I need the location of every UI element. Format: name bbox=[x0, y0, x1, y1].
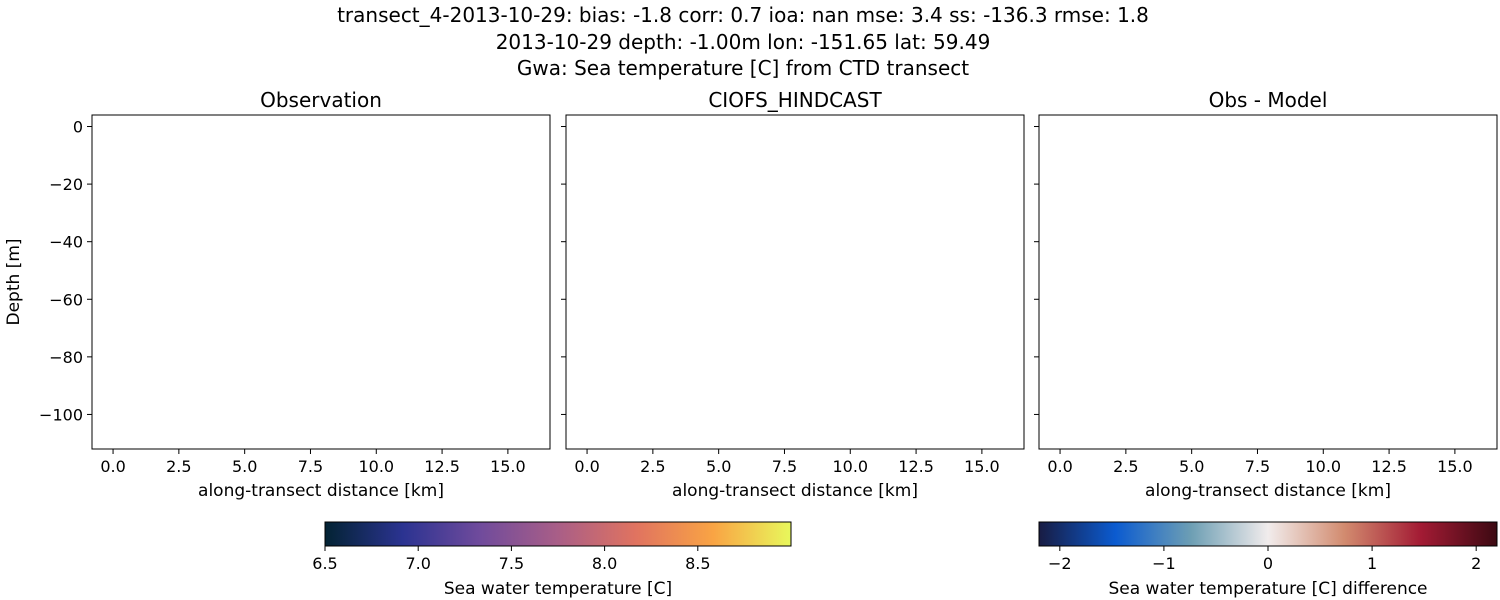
colorbar-gradient bbox=[325, 522, 791, 546]
x-tick-label: 5.0 bbox=[706, 457, 731, 476]
colorbar-label: Sea water temperature [C] difference bbox=[1108, 579, 1427, 599]
y-tick-label: −100 bbox=[39, 405, 83, 424]
colorbar-tick-label: 7.0 bbox=[405, 554, 430, 573]
x-tick-label: 7.5 bbox=[772, 457, 797, 476]
x-tick-label: 0.0 bbox=[1047, 457, 1072, 476]
y-axis-label: Depth [m] bbox=[4, 238, 24, 325]
x-tick-label: 2.5 bbox=[1113, 457, 1138, 476]
x-tick-label: 15.0 bbox=[490, 457, 526, 476]
x-tick-label: 0.0 bbox=[574, 457, 599, 476]
x-tick-label: 5.0 bbox=[232, 457, 257, 476]
panel-title: Obs - Model bbox=[1209, 88, 1328, 112]
colorbar-tick-label: 1 bbox=[1367, 554, 1377, 573]
axes-frame bbox=[565, 114, 1025, 450]
colorbar-gradient bbox=[1039, 522, 1497, 546]
colorbar-tick-label: 7.5 bbox=[499, 554, 524, 573]
x-axis-label: along-transect distance [km] bbox=[198, 481, 444, 501]
colorbar-tick-label: 2 bbox=[1471, 554, 1481, 573]
colorbar-tick-label: −1 bbox=[1152, 554, 1176, 573]
y-tick-label: −80 bbox=[49, 348, 83, 367]
x-tick-label: 10.0 bbox=[832, 457, 868, 476]
colorbar-tick-label: 0 bbox=[1263, 554, 1273, 573]
x-tick-label: 15.0 bbox=[1437, 457, 1473, 476]
figure-title-line-3: Gwa: Sea temperature [C] from CTD transe… bbox=[517, 56, 969, 80]
temperature-colorbar: 6.5 7.0 7.5 8.0 8.5 Sea water temperature [C] bbox=[312, 521, 792, 599]
x-tick-label: 12.5 bbox=[898, 457, 934, 476]
model-panel: 0.0 2.5 5.0 7.5 10.0 12.5 15.0 CIOFS_HINDCASTal… bbox=[561, 88, 1025, 501]
figure-title-line-1: transect_4-2013-10-29: bias: -1.8 corr: … bbox=[337, 3, 1149, 27]
colorbar-tick-label: 8.0 bbox=[592, 554, 617, 573]
cast-group bbox=[582, 127, 1008, 435]
x-tick-label: 12.5 bbox=[424, 457, 460, 476]
figure-title-line-2: 2013-10-29 depth: -1.00m lon: -151.65 la… bbox=[496, 30, 991, 54]
y-tick-label: −20 bbox=[49, 175, 83, 194]
axes-frame bbox=[1038, 114, 1498, 450]
x-tick-label: 0.0 bbox=[100, 457, 125, 476]
colorbar-tick-label: −2 bbox=[1048, 554, 1072, 573]
axes-frame bbox=[91, 114, 551, 450]
x-tick-label: 7.5 bbox=[1245, 457, 1270, 476]
x-tick-label: 10.0 bbox=[1305, 457, 1341, 476]
difference-colorbar: −2 −1 0 1 2 Sea water temperature [C] differe… bbox=[1038, 521, 1498, 599]
colorbar-label: Sea water temperature [C] bbox=[444, 579, 672, 599]
observation-panel: 0.0 2.5 5.0 7.5 10.0 12.5 15.0 0 −20 −40 −60 −80 −10… bbox=[4, 88, 551, 501]
x-tick-label: 10.0 bbox=[358, 457, 394, 476]
x-axis-label: along-transect distance [km] bbox=[1145, 481, 1391, 501]
x-axis-label: along-transect distance [km] bbox=[672, 481, 918, 501]
colorbar-tick-label: 8.5 bbox=[685, 554, 710, 573]
panel-title: CIOFS_HINDCAST bbox=[708, 88, 882, 112]
cast-group bbox=[1055, 117, 1481, 449]
y-tick-label: −60 bbox=[49, 290, 83, 309]
cast-group bbox=[108, 124, 534, 438]
y-tick-label: 0 bbox=[73, 118, 83, 137]
panel-title: Observation bbox=[260, 88, 382, 112]
colorbar-tick-label: 6.5 bbox=[312, 554, 337, 573]
x-tick-label: 15.0 bbox=[964, 457, 1000, 476]
x-tick-label: 2.5 bbox=[166, 457, 191, 476]
x-tick-label: 2.5 bbox=[640, 457, 665, 476]
y-tick-label: −40 bbox=[49, 233, 83, 252]
difference-panel: 0.0 2.5 5.0 7.5 10.0 12.5 15.0 Obs - Model along… bbox=[1034, 88, 1498, 501]
x-tick-label: 7.5 bbox=[298, 457, 323, 476]
colorbar-frame bbox=[324, 521, 792, 547]
x-tick-label: 5.0 bbox=[1179, 457, 1204, 476]
x-tick-label: 12.5 bbox=[1371, 457, 1407, 476]
